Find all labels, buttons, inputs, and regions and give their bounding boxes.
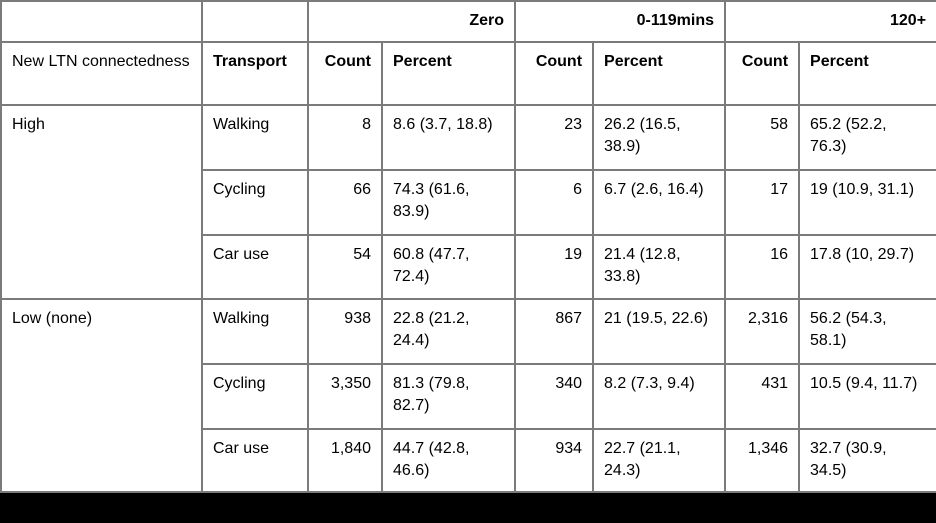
connectedness-group-cell-low: Low (none) — [0, 298, 203, 493]
count-cell: 2,316 — [724, 298, 801, 365]
count-cell: 8 — [307, 104, 383, 171]
percent-cell: 8.2 (7.3, 9.4) — [592, 363, 727, 430]
percent-cell: 65.2 (52.2, 76.3) — [798, 104, 936, 171]
count-cell: 54 — [307, 234, 383, 300]
percent-cell: 74.3 (61.6, 83.9) — [380, 169, 517, 236]
count-cell: 6 — [514, 169, 595, 236]
count-cell: 1,840 — [307, 428, 383, 493]
percent-cell: 21.4 (12.8, 33.8) — [592, 234, 727, 300]
percent-cell: 22.8 (21.2, 24.4) — [380, 298, 517, 365]
table-row: Cycling 66 74.3 (61.6, 83.9) 6 6.7 (2.6,… — [1, 169, 936, 236]
bottom-black-bar — [0, 492, 936, 523]
percent-cell: 22.7 (21.1, 24.3) — [592, 428, 727, 493]
results-table: Zero 0-119mins 120+ New LTN connectednes… — [0, 0, 936, 493]
table-row: Low (none) Walking 938 22.8 (21.2, 24.4)… — [0, 298, 936, 493]
percent-cell: 32.7 (30.9, 34.5) — [798, 428, 936, 493]
percent-cell: 8.6 (3.7, 18.8) — [380, 104, 517, 171]
table-row: Car use 1,840 44.7 (42.8, 46.6) 934 22.7… — [1, 428, 936, 493]
percent-cell: 19 (10.9, 31.1) — [798, 169, 936, 236]
count-cell: 23 — [514, 104, 595, 171]
count-header-120plus: Count — [724, 41, 801, 106]
row-dimension-header: New LTN connectedness — [0, 41, 203, 106]
percent-header-120plus: Percent — [798, 41, 936, 106]
blank-header-cell — [0, 0, 203, 43]
count-cell: 938 — [307, 298, 383, 365]
percent-cell: 60.8 (47.7, 72.4) — [380, 234, 517, 300]
count-cell: 340 — [514, 363, 595, 430]
transport-cell: Walking — [201, 298, 309, 365]
count-cell: 16 — [724, 234, 801, 300]
transport-cell: Walking — [201, 104, 309, 171]
percent-cell: 81.3 (79.8, 82.7) — [380, 363, 517, 430]
transport-cell: Car use — [201, 234, 309, 300]
count-cell: 867 — [514, 298, 595, 365]
blank-header-cell — [201, 0, 309, 43]
count-cell: 1,346 — [724, 428, 801, 493]
transport-cell: Cycling — [201, 169, 309, 236]
count-cell: 3,350 — [307, 363, 383, 430]
percent-header-zero: Percent — [380, 41, 517, 106]
table-row: High Walking 8 8.6 (3.7, 18.8) 23 26.2 (… — [0, 104, 936, 300]
group-header-0-119mins: 0-119mins — [514, 0, 727, 43]
percent-cell: 17.8 (10, 29.7) — [798, 234, 936, 300]
count-header-0-119mins: Count — [514, 41, 595, 106]
group-header-120plus: 120+ — [724, 0, 936, 43]
transport-header: Transport — [201, 41, 309, 106]
percent-cell: 10.5 (9.4, 11.7) — [798, 363, 936, 430]
count-cell: 431 — [724, 363, 801, 430]
count-cell: 17 — [724, 169, 801, 236]
transport-cell: Car use — [201, 428, 309, 493]
group-header-zero: Zero — [306, 0, 517, 43]
percent-cell: 6.7 (2.6, 16.4) — [592, 169, 727, 236]
percent-cell: 26.2 (16.5, 38.9) — [592, 104, 727, 171]
count-header-zero: Count — [307, 41, 383, 106]
count-cell: 934 — [514, 428, 595, 493]
count-cell: 58 — [724, 104, 801, 171]
column-header-row: New LTN connectedness Transport Count Pe… — [0, 41, 936, 106]
group-header-row: Zero 0-119mins 120+ — [0, 0, 936, 43]
table-row: Car use 54 60.8 (47.7, 72.4) 19 21.4 (12… — [1, 234, 936, 300]
count-cell: 19 — [514, 234, 595, 300]
table-row: Cycling 3,350 81.3 (79.8, 82.7) 340 8.2 … — [1, 363, 936, 430]
percent-header-0-119mins: Percent — [592, 41, 727, 106]
transport-cell: Cycling — [201, 363, 309, 430]
connectedness-group-cell-high: High — [0, 104, 203, 300]
percent-cell: 44.7 (42.8, 46.6) — [380, 428, 517, 493]
percent-cell: 21 (19.5, 22.6) — [592, 298, 727, 365]
percent-cell: 56.2 (54.3, 58.1) — [798, 298, 936, 365]
count-cell: 66 — [307, 169, 383, 236]
